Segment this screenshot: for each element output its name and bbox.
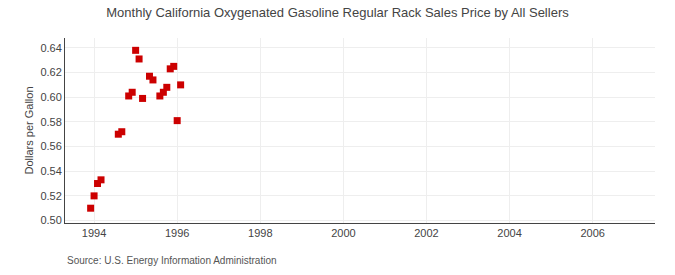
svg-text:0.60: 0.60	[40, 91, 61, 103]
svg-text:0.50: 0.50	[40, 214, 61, 226]
svg-text:0.62: 0.62	[40, 66, 61, 78]
svg-text:0.64: 0.64	[40, 42, 61, 54]
svg-text:Monthly California Oxygenated: Monthly California Oxygenated Gasoline R…	[106, 5, 569, 20]
svg-text:0.52: 0.52	[40, 190, 61, 202]
svg-text:0.56: 0.56	[40, 140, 61, 152]
svg-text:1994: 1994	[82, 227, 106, 239]
svg-text:Dollars per Gallon: Dollars per Gallon	[23, 86, 35, 174]
svg-text:1996: 1996	[165, 227, 189, 239]
svg-text:2004: 2004	[497, 227, 521, 239]
svg-text:2002: 2002	[414, 227, 438, 239]
svg-text:Source: U.S. Energy Informatio: Source: U.S. Energy Information Administ…	[67, 255, 277, 266]
svg-text:0.54: 0.54	[40, 165, 61, 177]
svg-text:2006: 2006	[580, 227, 604, 239]
svg-text:1998: 1998	[248, 227, 272, 239]
svg-text:2000: 2000	[331, 227, 355, 239]
svg-text:0.58: 0.58	[40, 116, 61, 128]
